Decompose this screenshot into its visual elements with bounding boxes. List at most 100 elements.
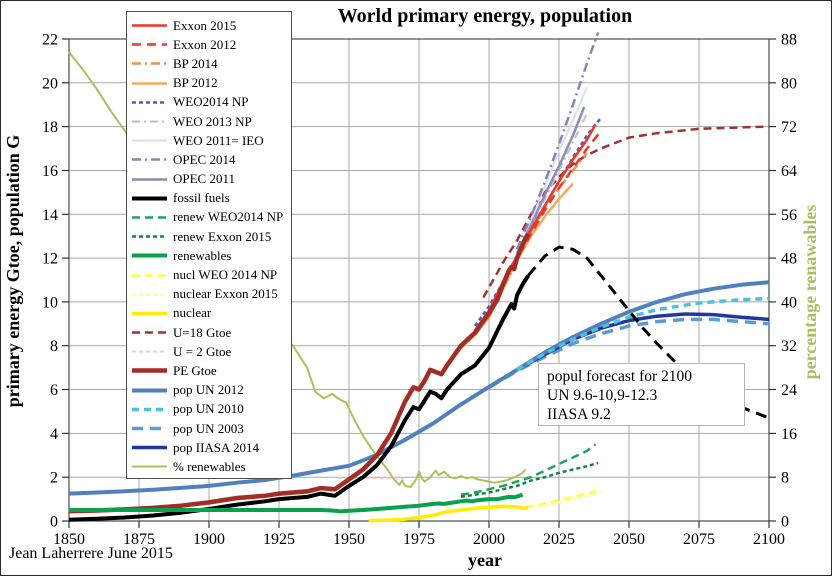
y-axis-label-right: percentage renawables (800, 204, 820, 380)
legend-swatch-nucl_exxon (132, 292, 167, 296)
legend-item-pop2010: pop UN 2010 (130, 400, 291, 419)
legend-swatch-u18 (132, 331, 167, 334)
legend-item-iiasa: pop IIASA 2014 (130, 438, 291, 457)
legend-swatch-pe (132, 368, 167, 374)
legend-item-renew_weo: renew WEO2014 NP (130, 208, 291, 227)
legend-label-exxon2012: Exxon 2012 (173, 36, 237, 52)
legend-swatch-weo2013np (132, 120, 167, 123)
svg-text:16: 16 (42, 163, 58, 180)
legend-label-pop2003: pop UN 2003 (173, 420, 244, 436)
svg-text:2025: 2025 (543, 531, 575, 548)
y-axis-label-left: primary energy Gtoe, population G (3, 134, 23, 408)
svg-text:4: 4 (50, 426, 58, 443)
legend-swatch-renew_weo (132, 216, 167, 219)
legend-item-nucl_weo: nucl WEO 2014 NP (130, 265, 291, 284)
svg-text:2: 2 (50, 470, 58, 487)
svg-text:1850: 1850 (53, 531, 85, 548)
legend-item-pe: PE Gtoe (130, 361, 291, 380)
legend-swatch-exxon2015 (132, 24, 167, 27)
legend-item-u2: U = 2 Gtoe (130, 342, 291, 361)
legend-item-pct_renew: % renewables (130, 457, 291, 476)
legend-item-fossil: fossil fuels (130, 189, 291, 208)
svg-text:6: 6 (50, 382, 58, 399)
svg-text:2050: 2050 (613, 531, 645, 548)
legend-swatch-weo2014np (132, 101, 167, 104)
legend-swatch-opec2011 (132, 177, 167, 181)
legend-swatch-nucl_weo (132, 273, 167, 277)
series-pop2010 (516, 296, 770, 372)
legend-label-opec2011: OPEC 2011 (173, 171, 235, 187)
svg-text:48: 48 (781, 251, 797, 268)
series-exxon2012 (473, 130, 602, 334)
svg-text:2075: 2075 (683, 531, 715, 548)
legend-label-nucl_weo: nucl WEO 2014 NP (173, 267, 278, 283)
legend-item-opec2014: OPEC 2014 (130, 150, 291, 169)
legend-swatch-u2 (132, 350, 167, 353)
legend-label-bp2014: BP 2014 (173, 55, 218, 71)
legend-swatch-iiasa (132, 445, 167, 450)
legend-swatch-renew_exxon (132, 235, 167, 238)
legend-label-renew_weo: renew WEO2014 NP (173, 209, 284, 225)
legend-label-pop2012: pop UN 2012 (173, 382, 244, 398)
legend-item-renew_exxon: renew Exxon 2015 (130, 227, 291, 246)
legend-label-pe: PE Gtoe (173, 362, 217, 378)
svg-text:56: 56 (781, 207, 797, 224)
legend-label-nuclear: nuclear (173, 305, 212, 321)
legend-box: Exxon 2015 Exxon 2012 BP 2014 BP 2012 WEO201… (126, 11, 292, 479)
legend-label-pct_renew: % renewables (173, 458, 246, 474)
legend-swatch-bp2012 (132, 81, 167, 85)
legend-swatch-renewables (132, 253, 167, 258)
legend-label-pop2010: pop UN 2010 (173, 401, 244, 417)
svg-text:20: 20 (42, 75, 58, 92)
annotation-line: popul forecast for 2100 (547, 368, 693, 385)
svg-text:1975: 1975 (403, 531, 435, 548)
legend-item-nuclear: nuclear (130, 304, 291, 323)
legend-label-weo2014np: WEO2014 NP (173, 94, 249, 110)
legend-label-opec2014: OPEC 2014 (173, 151, 236, 167)
legend-label-renewables: renewables (173, 247, 232, 263)
legend-item-nucl_exxon: nuclear Exxon 2015 (130, 285, 291, 304)
legend-item-renewables: renewables (130, 246, 291, 265)
legend-item-exxon2012: Exxon 2012 (130, 35, 291, 54)
legend-swatch-bp2014 (132, 62, 167, 66)
legend-label-u18: U=18 Gtoe (173, 324, 232, 340)
svg-text:12: 12 (42, 251, 58, 268)
svg-text:1900: 1900 (193, 531, 225, 548)
svg-text:8: 8 (781, 470, 789, 487)
svg-text:10: 10 (42, 294, 58, 311)
svg-text:8: 8 (50, 338, 58, 355)
legend-item-weo2013np: WEO 2013 NP (130, 112, 291, 131)
annotation-box: popul forecast for 2100 UN 9.6-10,9-12.3… (538, 363, 745, 426)
legend-label-renew_exxon: renew Exxon 2015 (173, 228, 272, 244)
series-u18 (482, 125, 770, 299)
svg-text:64: 64 (781, 163, 797, 180)
legend-item-weo2011: WEO 2011= IEO (130, 131, 291, 150)
series-pe (68, 232, 531, 514)
legend-swatch-pop2003 (132, 426, 167, 431)
series-exxon2015 (473, 123, 597, 332)
svg-text:1875: 1875 (123, 531, 155, 548)
legend-label-weo2013np: WEO 2013 NP (173, 113, 252, 129)
legend-swatch-opec2014 (132, 158, 167, 162)
legend-item-pop2003: pop UN 2003 (130, 419, 291, 438)
series-opec2014 (515, 31, 600, 250)
series-fossil (68, 274, 530, 522)
series-renewables (69, 492, 524, 514)
legend-swatch-weo2011 (132, 139, 167, 142)
legend-swatch-pct_renew (132, 465, 167, 468)
svg-text:40: 40 (781, 294, 797, 311)
legend-label-nucl_exxon: nuclear Exxon 2015 (173, 286, 278, 302)
legend-label-exxon2015: Exxon 2015 (173, 17, 237, 33)
series-renew_exxon (460, 461, 599, 499)
svg-text:2100: 2100 (753, 531, 785, 548)
legend-item-weo2014np: WEO2014 NP (130, 93, 291, 112)
legend-swatch-pop2010 (132, 407, 167, 412)
svg-text:0: 0 (50, 514, 58, 531)
legend-item-u18: U=18 Gtoe (130, 323, 291, 342)
series-pop2012 (68, 280, 770, 496)
series-opec2011 (515, 106, 586, 255)
svg-text:1950: 1950 (333, 531, 365, 548)
chart-title: World primary energy, population (337, 5, 633, 27)
legend-swatch-exxon2012 (132, 43, 167, 47)
